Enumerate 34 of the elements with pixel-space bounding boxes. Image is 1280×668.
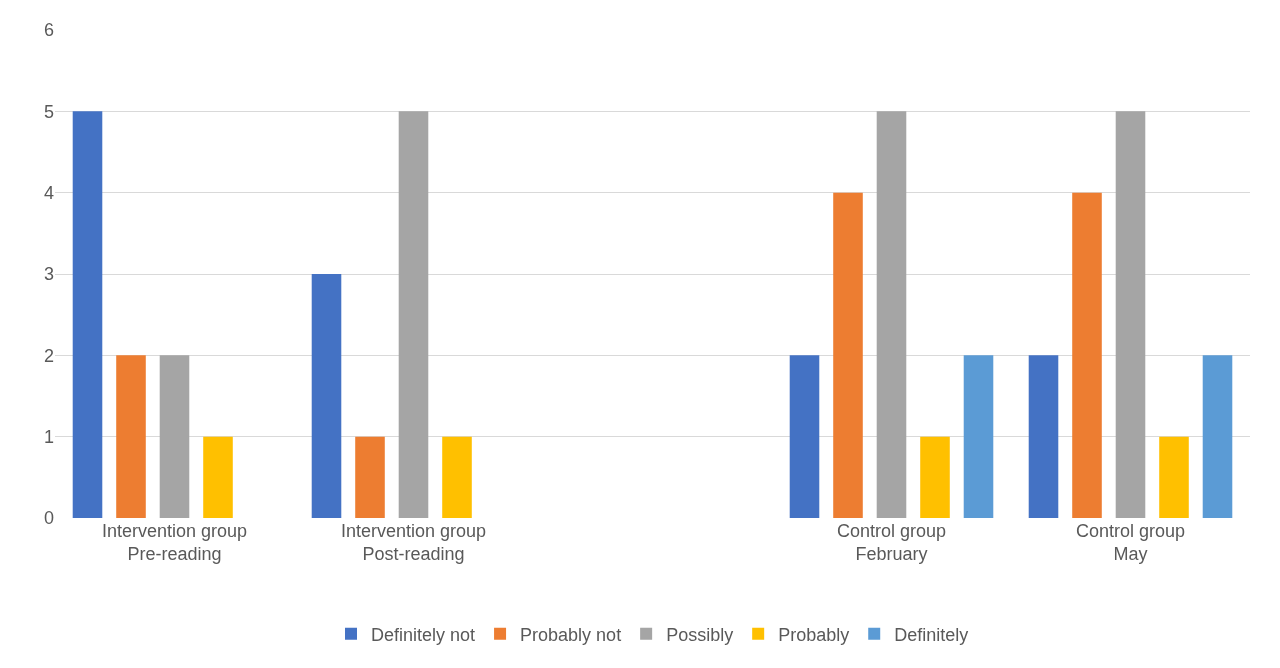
- bar: [355, 436, 385, 518]
- bar: [311, 274, 342, 518]
- bar: [398, 111, 429, 518]
- legend-label: Definitely not: [371, 624, 476, 645]
- y-tick-label: 1: [43, 426, 54, 447]
- x-tick-label: Intervention group Pre-reading: [101, 521, 248, 565]
- bar: [72, 111, 103, 518]
- x-tick-label: Intervention group Post-reading: [340, 521, 487, 565]
- bar: [1202, 355, 1233, 518]
- y-tick-label: 3: [43, 264, 54, 285]
- bar: [789, 355, 820, 518]
- bar: [920, 436, 950, 518]
- legend-label: Possibly: [666, 624, 734, 645]
- legend-label: Definitely: [894, 624, 969, 645]
- y-tick-label: 0: [43, 508, 54, 529]
- legend-label: Probably not: [520, 624, 622, 645]
- x-tick-label: Control group May: [1075, 521, 1186, 565]
- x-tick-label: Control group February: [836, 521, 947, 565]
- bar: [116, 355, 146, 518]
- bar: [963, 355, 994, 518]
- bar: [1028, 355, 1059, 518]
- bar: [876, 111, 907, 518]
- bar: [1115, 111, 1146, 518]
- bar: [1159, 436, 1189, 518]
- y-tick-label: 4: [43, 182, 54, 203]
- legend-label: Probably: [778, 624, 850, 645]
- bar: [1072, 192, 1102, 518]
- y-tick-label: 6: [43, 20, 54, 41]
- y-tick-label: 5: [43, 101, 54, 122]
- bar: [203, 436, 233, 518]
- bar: [159, 355, 190, 518]
- y-tick-label: 2: [43, 345, 54, 366]
- bar: [442, 436, 472, 518]
- bar: [833, 192, 863, 518]
